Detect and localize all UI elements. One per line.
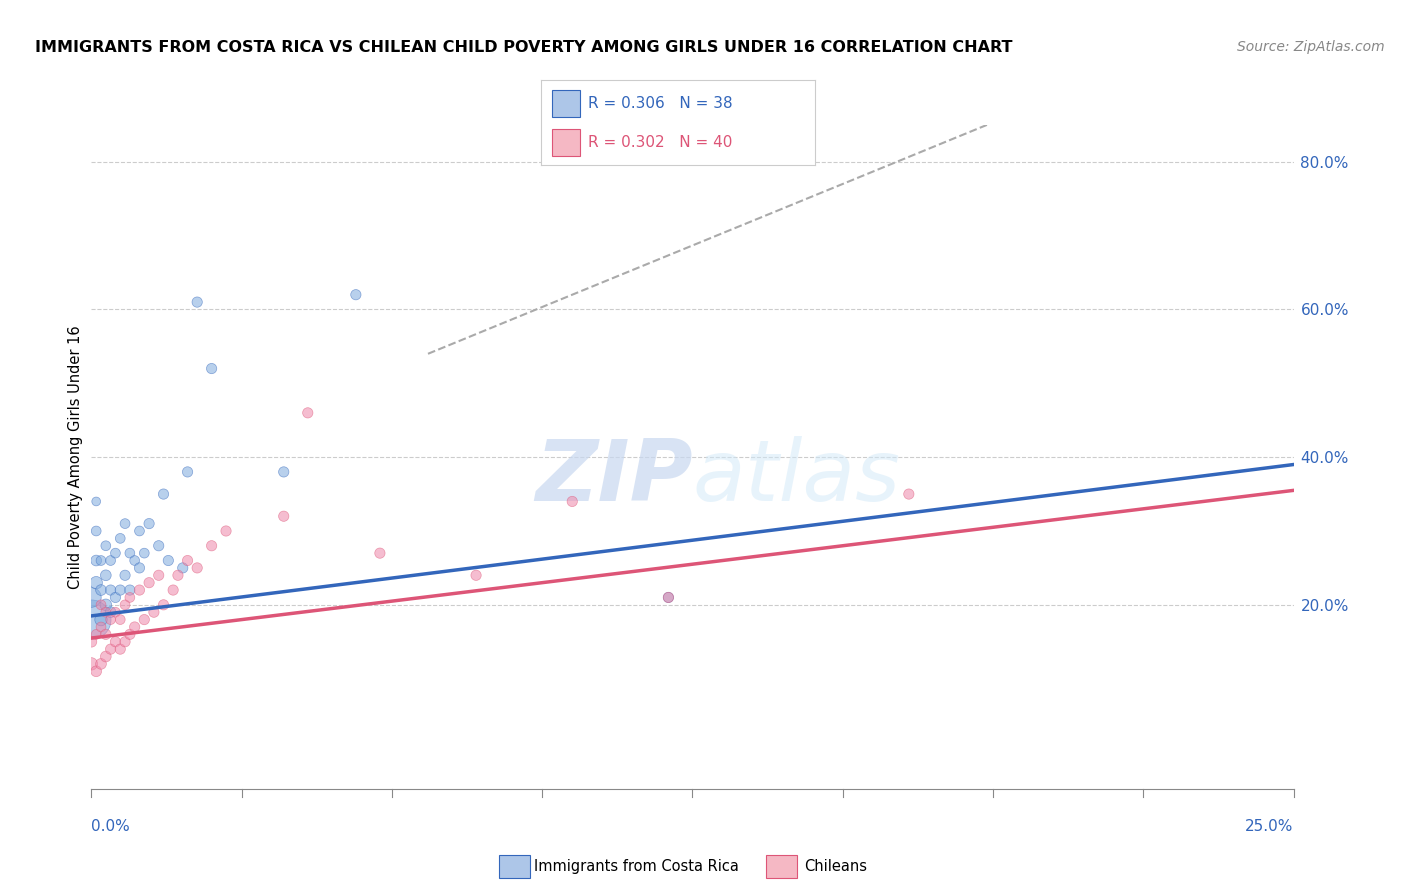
Point bbox=[94, 568, 117, 582]
Point bbox=[114, 516, 136, 531]
Text: atlas: atlas bbox=[692, 435, 900, 518]
Point bbox=[84, 524, 107, 538]
Point bbox=[273, 465, 295, 479]
Text: Chileans: Chileans bbox=[804, 859, 868, 873]
Point bbox=[100, 613, 122, 627]
Point bbox=[134, 546, 156, 560]
Text: 25.0%: 25.0% bbox=[1246, 819, 1294, 834]
Point bbox=[897, 487, 920, 501]
Point bbox=[94, 598, 117, 612]
Point bbox=[84, 665, 107, 679]
Point bbox=[297, 406, 319, 420]
Point bbox=[186, 561, 208, 575]
Point bbox=[148, 568, 170, 582]
Point bbox=[114, 568, 136, 582]
Point bbox=[124, 620, 146, 634]
Point bbox=[118, 591, 141, 605]
Point bbox=[90, 613, 112, 627]
Point bbox=[100, 605, 122, 619]
Point bbox=[215, 524, 238, 538]
Point bbox=[148, 539, 170, 553]
Point bbox=[118, 627, 141, 641]
Point bbox=[172, 561, 194, 575]
Text: IMMIGRANTS FROM COSTA RICA VS CHILEAN CHILD POVERTY AMONG GIRLS UNDER 16 CORRELA: IMMIGRANTS FROM COSTA RICA VS CHILEAN CH… bbox=[35, 40, 1012, 55]
Point bbox=[94, 539, 117, 553]
Point bbox=[465, 568, 488, 582]
Point bbox=[84, 494, 107, 508]
Point bbox=[94, 627, 117, 641]
Point bbox=[118, 546, 141, 560]
Point bbox=[157, 553, 180, 567]
Point bbox=[90, 583, 112, 598]
Point bbox=[80, 634, 103, 648]
Point bbox=[128, 524, 150, 538]
Point bbox=[167, 568, 190, 582]
Point bbox=[201, 539, 224, 553]
Point bbox=[110, 642, 132, 657]
Point bbox=[657, 591, 679, 605]
Point bbox=[152, 487, 174, 501]
Point bbox=[110, 532, 132, 546]
Point bbox=[100, 642, 122, 657]
Point bbox=[84, 553, 107, 567]
Point bbox=[128, 561, 150, 575]
Point bbox=[84, 575, 107, 590]
Text: R = 0.302   N = 40: R = 0.302 N = 40 bbox=[588, 135, 733, 150]
Point bbox=[368, 546, 391, 560]
Point bbox=[110, 613, 132, 627]
Point bbox=[201, 361, 224, 376]
Point bbox=[110, 583, 132, 598]
Point bbox=[273, 509, 295, 524]
Point bbox=[100, 583, 122, 598]
Point bbox=[104, 546, 127, 560]
Point bbox=[186, 295, 208, 310]
Point bbox=[142, 605, 165, 619]
Text: 0.0%: 0.0% bbox=[91, 819, 131, 834]
Text: Immigrants from Costa Rica: Immigrants from Costa Rica bbox=[534, 859, 740, 873]
Point bbox=[561, 494, 583, 508]
Point bbox=[104, 605, 127, 619]
Text: ZIP: ZIP bbox=[534, 435, 692, 518]
Point bbox=[124, 553, 146, 567]
Point bbox=[138, 575, 160, 590]
Point bbox=[100, 553, 122, 567]
Point bbox=[128, 583, 150, 598]
Text: R = 0.306   N = 38: R = 0.306 N = 38 bbox=[588, 95, 733, 111]
Point bbox=[90, 620, 112, 634]
Point bbox=[134, 613, 156, 627]
Point bbox=[94, 649, 117, 664]
Point bbox=[94, 605, 117, 619]
Point bbox=[176, 465, 198, 479]
Point bbox=[80, 591, 103, 605]
Point bbox=[138, 516, 160, 531]
Point bbox=[104, 591, 127, 605]
Point bbox=[90, 657, 112, 671]
Point bbox=[344, 287, 367, 301]
Point bbox=[118, 583, 141, 598]
Point bbox=[84, 627, 107, 641]
Bar bbox=[553, 89, 579, 117]
Point bbox=[80, 613, 103, 627]
Point bbox=[80, 657, 103, 671]
Bar bbox=[553, 128, 579, 156]
Point bbox=[176, 553, 198, 567]
Point bbox=[90, 553, 112, 567]
Point bbox=[114, 634, 136, 648]
Y-axis label: Child Poverty Among Girls Under 16: Child Poverty Among Girls Under 16 bbox=[67, 326, 83, 589]
Point bbox=[114, 598, 136, 612]
Point bbox=[657, 591, 679, 605]
Text: Source: ZipAtlas.com: Source: ZipAtlas.com bbox=[1237, 40, 1385, 54]
Point bbox=[90, 598, 112, 612]
Point bbox=[104, 634, 127, 648]
Point bbox=[152, 598, 174, 612]
Point bbox=[162, 583, 184, 598]
